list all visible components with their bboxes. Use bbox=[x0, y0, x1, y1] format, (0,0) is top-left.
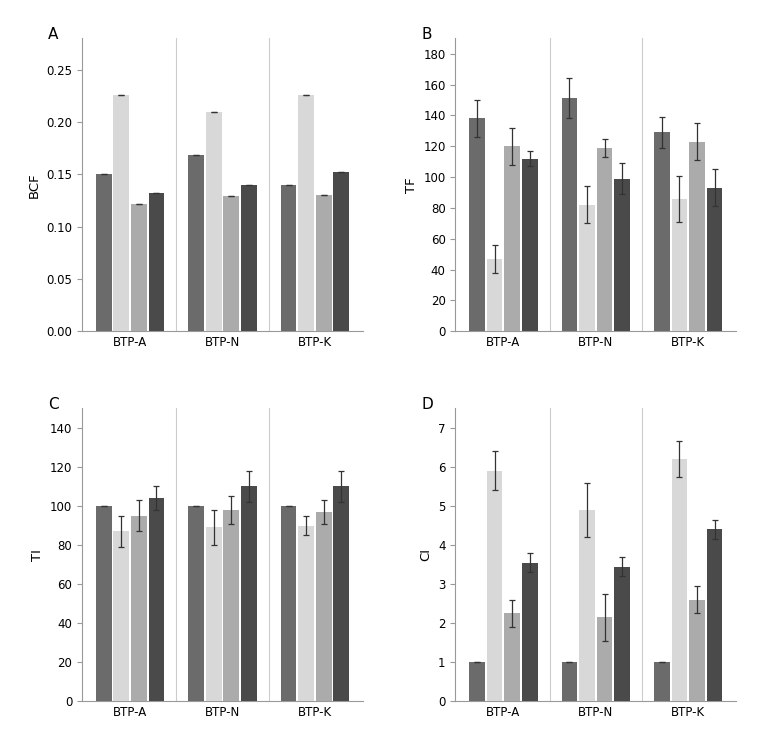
Bar bbox=[114, 531, 129, 701]
Bar bbox=[131, 204, 147, 332]
Bar bbox=[672, 459, 688, 701]
Bar bbox=[522, 158, 538, 332]
Bar bbox=[672, 199, 688, 332]
Bar bbox=[469, 663, 485, 701]
Bar bbox=[562, 99, 578, 332]
Bar bbox=[579, 205, 595, 332]
Bar bbox=[298, 525, 314, 701]
Bar bbox=[654, 663, 670, 701]
Bar bbox=[96, 506, 112, 701]
Bar bbox=[654, 132, 670, 332]
Y-axis label: BCF: BCF bbox=[28, 172, 40, 198]
Bar bbox=[579, 510, 595, 701]
Bar bbox=[614, 566, 630, 701]
Text: B: B bbox=[422, 26, 432, 42]
Bar bbox=[241, 486, 257, 701]
Bar bbox=[316, 195, 332, 332]
Bar bbox=[597, 148, 613, 332]
Bar bbox=[298, 95, 314, 332]
Bar bbox=[189, 155, 204, 332]
Bar bbox=[689, 600, 705, 701]
Text: A: A bbox=[48, 26, 59, 42]
Bar bbox=[522, 562, 538, 701]
Bar bbox=[206, 527, 222, 701]
Bar bbox=[280, 506, 296, 701]
Bar bbox=[223, 196, 239, 332]
Bar bbox=[241, 185, 257, 332]
Bar bbox=[316, 512, 332, 701]
Y-axis label: TI: TI bbox=[31, 549, 44, 561]
Y-axis label: TF: TF bbox=[405, 177, 418, 193]
Bar bbox=[469, 119, 485, 332]
Text: C: C bbox=[48, 397, 59, 412]
Text: D: D bbox=[422, 397, 433, 412]
Bar bbox=[189, 506, 204, 701]
Bar bbox=[206, 111, 222, 332]
Bar bbox=[487, 471, 503, 701]
Bar bbox=[333, 173, 349, 332]
Bar bbox=[333, 486, 349, 701]
Bar bbox=[504, 613, 520, 701]
Bar bbox=[280, 185, 296, 332]
Bar bbox=[148, 193, 164, 332]
Bar bbox=[114, 95, 129, 332]
Bar bbox=[707, 530, 722, 701]
Bar bbox=[504, 146, 520, 332]
Bar bbox=[487, 258, 503, 332]
Bar bbox=[614, 179, 630, 332]
Bar bbox=[597, 617, 613, 701]
Bar bbox=[223, 510, 239, 701]
Bar bbox=[96, 174, 112, 332]
Bar bbox=[131, 515, 147, 701]
Bar bbox=[689, 142, 705, 332]
Bar bbox=[562, 663, 578, 701]
Bar bbox=[707, 187, 722, 332]
Bar bbox=[148, 498, 164, 701]
Y-axis label: CI: CI bbox=[419, 548, 432, 561]
